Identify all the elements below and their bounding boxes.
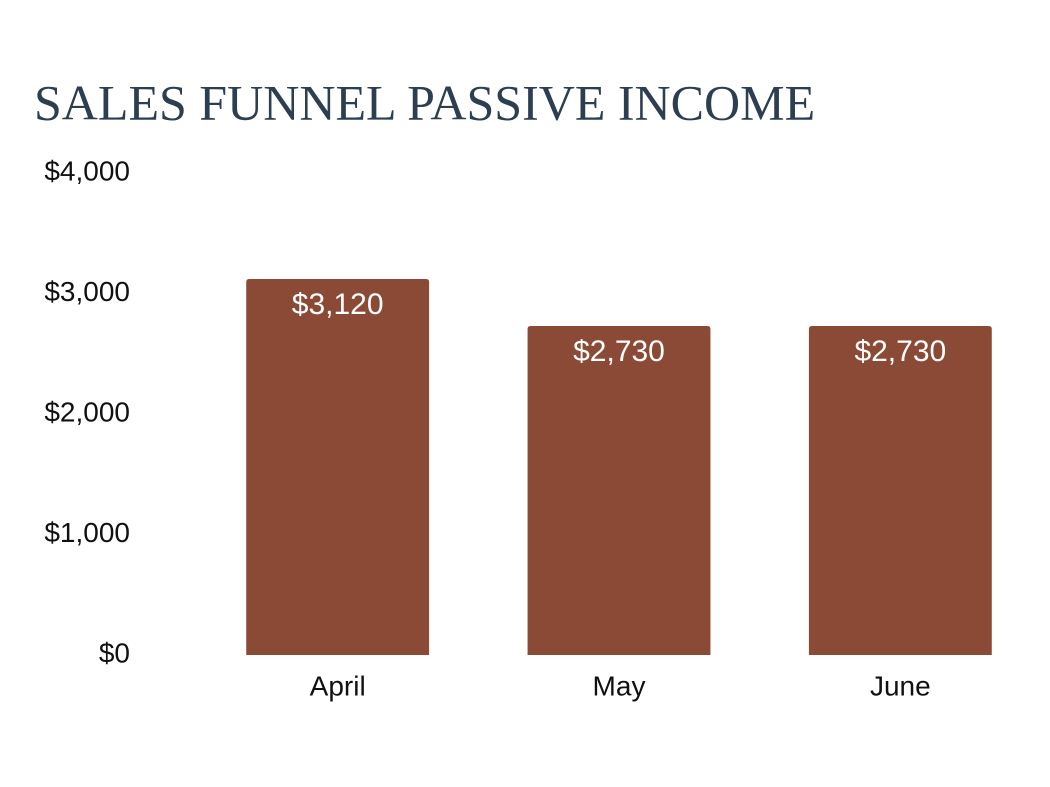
bar <box>808 326 992 655</box>
chart-title: SALES FUNNEL PASSIVE INCOME <box>34 74 815 130</box>
y-tick-label: $3,000 <box>44 276 130 307</box>
value-label: $2,730 <box>573 335 665 368</box>
bar <box>527 326 711 655</box>
x-tick-label: May <box>593 670 646 701</box>
x-tick-label: June <box>870 670 931 701</box>
y-tick-label: $4,000 <box>44 155 130 186</box>
y-tick-label: $0 <box>99 637 130 668</box>
value-label: $3,120 <box>292 288 384 321</box>
bar <box>246 279 430 655</box>
value-label: $2,730 <box>854 335 946 368</box>
y-tick-label: $2,000 <box>44 396 130 427</box>
x-tick-label: April <box>310 670 366 701</box>
y-tick-label: $1,000 <box>44 517 130 548</box>
